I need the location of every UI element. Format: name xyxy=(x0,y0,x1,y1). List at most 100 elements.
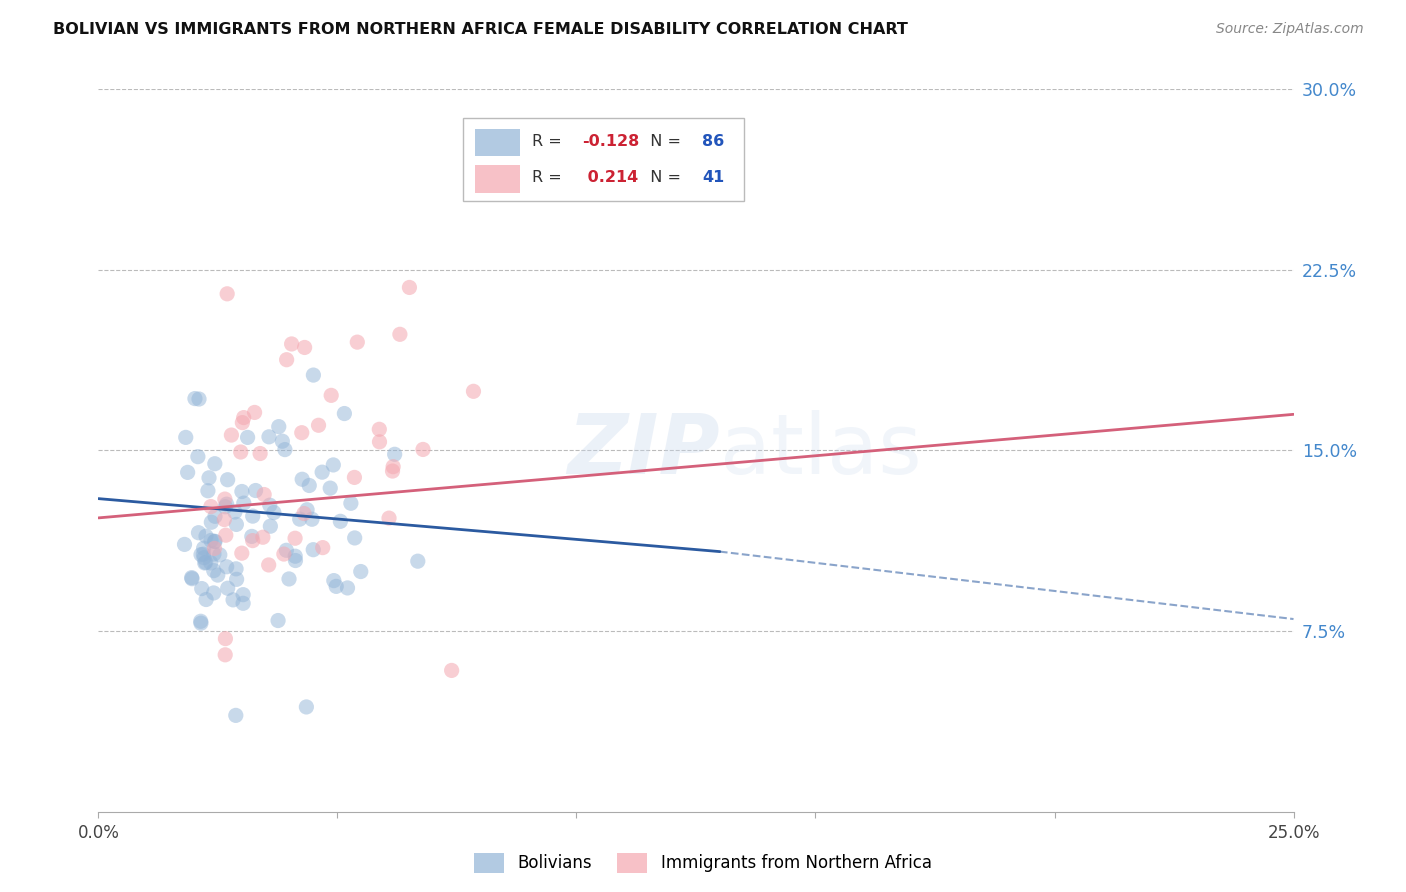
Point xyxy=(378,511,401,525)
Point xyxy=(280,337,302,351)
Point xyxy=(284,553,307,567)
Point xyxy=(333,407,356,421)
Point xyxy=(463,384,485,399)
Point xyxy=(343,470,366,484)
Point xyxy=(236,430,259,444)
Point xyxy=(274,442,297,457)
Point xyxy=(225,517,247,532)
Text: 41: 41 xyxy=(702,169,724,185)
Point xyxy=(190,582,212,596)
Point xyxy=(190,616,212,631)
Point xyxy=(202,586,225,600)
Point xyxy=(187,450,209,464)
Point xyxy=(384,447,406,461)
Point xyxy=(231,416,253,430)
Point xyxy=(204,534,226,549)
Point xyxy=(336,581,359,595)
Point xyxy=(215,497,238,511)
Point xyxy=(288,512,311,526)
Point xyxy=(298,478,321,492)
Point xyxy=(301,512,323,526)
Point xyxy=(231,484,253,499)
Point xyxy=(225,562,247,576)
Point xyxy=(187,525,209,540)
Point xyxy=(350,565,373,579)
Point xyxy=(229,445,252,459)
Point xyxy=(291,472,314,486)
Text: R =: R = xyxy=(533,134,567,149)
Point xyxy=(215,528,238,542)
Text: N =: N = xyxy=(640,169,686,185)
Text: ZIP: ZIP xyxy=(567,410,720,491)
Point xyxy=(217,286,239,301)
Point xyxy=(173,537,195,551)
Point xyxy=(412,442,434,457)
Point xyxy=(194,556,217,570)
Point xyxy=(294,341,316,355)
Point xyxy=(193,541,215,556)
Point xyxy=(232,496,254,510)
FancyBboxPatch shape xyxy=(463,118,744,202)
FancyBboxPatch shape xyxy=(475,165,520,193)
Point xyxy=(214,648,236,662)
Point xyxy=(202,547,225,561)
Text: Source: ZipAtlas.com: Source: ZipAtlas.com xyxy=(1216,22,1364,37)
Point xyxy=(257,430,280,444)
Point xyxy=(232,596,254,610)
Point xyxy=(181,572,204,586)
Point xyxy=(190,548,212,562)
Text: 86: 86 xyxy=(702,134,724,149)
Point xyxy=(340,496,363,510)
Point xyxy=(308,418,330,433)
Point xyxy=(200,515,222,529)
Point xyxy=(302,542,325,557)
Point xyxy=(224,505,246,519)
Point xyxy=(302,368,325,382)
Point xyxy=(174,430,197,444)
Point xyxy=(319,481,342,495)
Point xyxy=(329,514,352,528)
Point xyxy=(215,559,238,574)
Text: BOLIVIAN VS IMMIGRANTS FROM NORTHERN AFRICA FEMALE DISABILITY CORRELATION CHART: BOLIVIAN VS IMMIGRANTS FROM NORTHERN AFR… xyxy=(53,22,908,37)
Point xyxy=(322,574,344,588)
Point xyxy=(440,664,463,678)
Point xyxy=(242,533,264,548)
Point xyxy=(346,335,368,350)
Point xyxy=(176,466,198,480)
Point xyxy=(252,530,274,544)
Point xyxy=(343,531,366,545)
Point xyxy=(368,422,391,436)
Point xyxy=(225,708,247,723)
Legend: Bolivians, Immigrants from Northern Africa: Bolivians, Immigrants from Northern Afri… xyxy=(468,847,938,880)
Point xyxy=(253,487,276,501)
Point xyxy=(267,419,290,434)
Point xyxy=(200,556,222,570)
Point xyxy=(198,471,221,485)
Point xyxy=(284,549,307,564)
Point xyxy=(368,434,391,449)
Point xyxy=(295,502,318,516)
Text: -0.128: -0.128 xyxy=(582,134,640,149)
Point xyxy=(259,498,281,512)
Point xyxy=(271,434,294,449)
Point xyxy=(180,571,202,585)
Point xyxy=(273,547,295,561)
Point xyxy=(240,529,263,543)
Point xyxy=(276,352,298,367)
Point xyxy=(284,531,307,545)
Point xyxy=(204,457,226,471)
Point xyxy=(188,392,211,406)
Point xyxy=(231,546,253,560)
Point xyxy=(232,410,254,425)
Point xyxy=(295,700,318,714)
Point xyxy=(217,473,239,487)
Point xyxy=(221,428,243,442)
Point xyxy=(263,506,285,520)
Point xyxy=(195,592,218,607)
Y-axis label: Female Disability: Female Disability xyxy=(0,382,7,519)
Point xyxy=(243,405,266,419)
Point xyxy=(398,280,420,294)
Point xyxy=(190,615,212,629)
Point xyxy=(194,555,217,569)
Point xyxy=(311,465,333,479)
